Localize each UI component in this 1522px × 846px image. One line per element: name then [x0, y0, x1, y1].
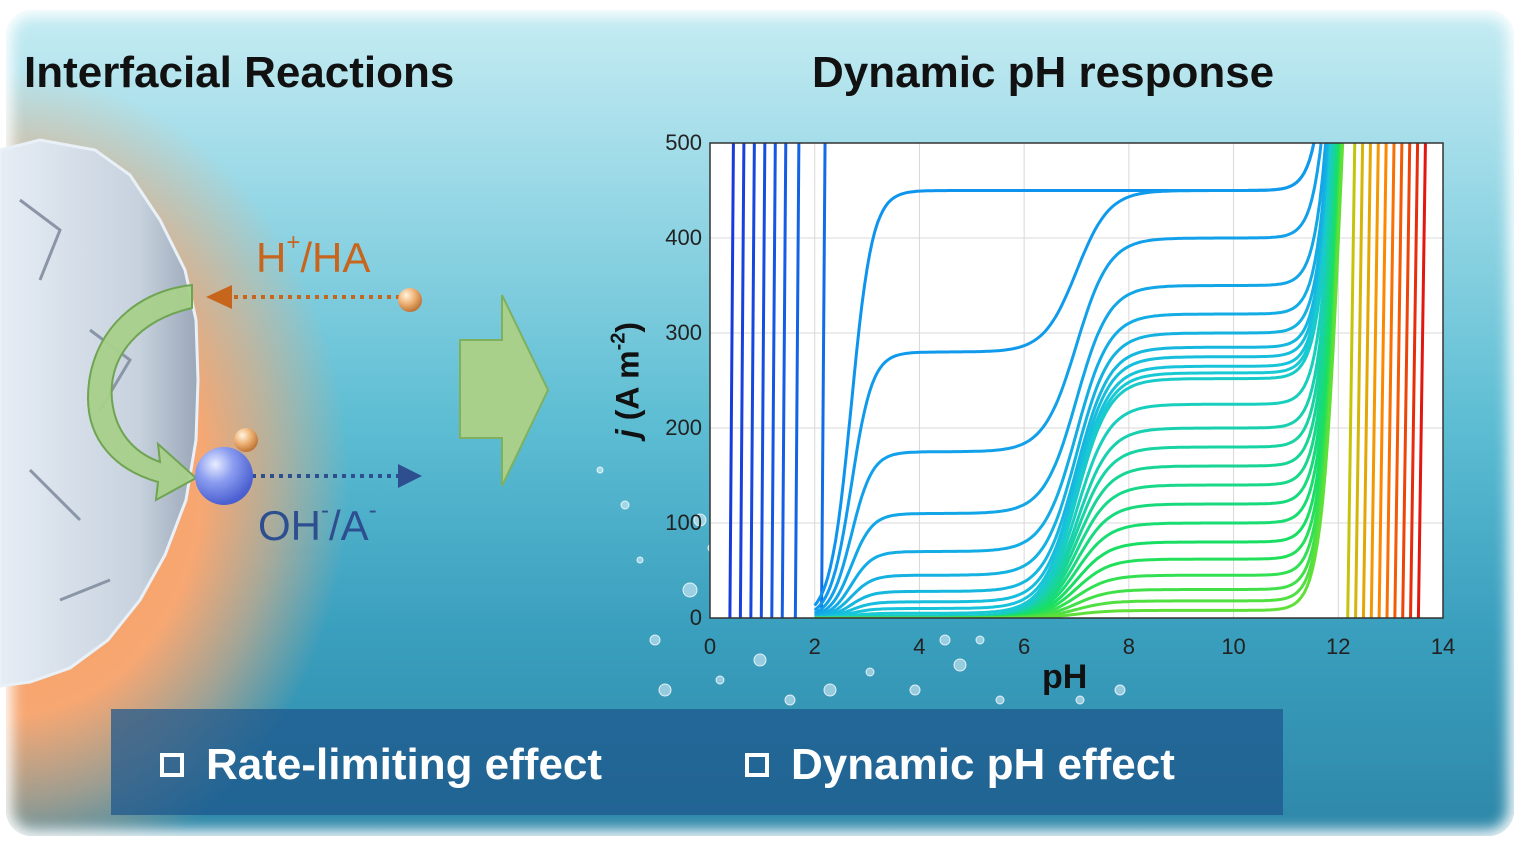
y-tick-label: 300 [665, 320, 702, 345]
plateau-series-line [813, 143, 1316, 612]
x-tick-label: 0 [703, 634, 717, 659]
plateau-series-line [814, 143, 1338, 618]
small-proton-sphere-icon [234, 428, 258, 452]
plateau-series-line [814, 143, 1331, 618]
checkbox-icon [160, 753, 184, 777]
x-axis-label: pH [1042, 658, 1088, 696]
left-title: Interfacial Reactions [24, 48, 455, 97]
x-tick-label: 4 [913, 634, 926, 659]
right-steep-series-line [1416, 143, 1427, 618]
plateau-series-line [814, 143, 1323, 615]
right-steep-series-line [1361, 143, 1372, 618]
right-steep-series-line [1354, 143, 1365, 618]
y-tick-label: 200 [665, 415, 702, 440]
plot-frame [709, 142, 1444, 619]
plateau-series-line [814, 143, 1333, 618]
y-tick-label: 500 [665, 130, 702, 155]
x-tick-label: 2 [808, 634, 821, 659]
plateau-series-line [814, 143, 1344, 618]
x-tick-label: 8 [1122, 634, 1135, 659]
x-tick-label: 10 [1221, 634, 1246, 659]
left-steep-series-line [820, 143, 827, 618]
plateau-series-line [814, 143, 1342, 618]
plateau-series-line [814, 143, 1340, 618]
series-group [728, 143, 1427, 618]
dynamic-ph-effect-item: Dynamic pH effect [745, 740, 1175, 790]
left-steep-series-line [759, 143, 767, 618]
left-steep-series-line [738, 143, 746, 618]
right-steep-series-line [1393, 143, 1404, 618]
left-steep-series-line [749, 143, 756, 618]
x-tick-label: 6 [1018, 634, 1031, 659]
left-steep-series-line [793, 143, 801, 618]
y-tick-label: 400 [665, 225, 702, 250]
left-steep-series-line [770, 143, 777, 618]
plateau-series-line [814, 143, 1332, 618]
plateau-series-line [814, 143, 1328, 617]
plateau-series-line [814, 143, 1344, 618]
curved-green-arrow-icon [86, 283, 198, 502]
hydroxide-label: OH-/A- [258, 497, 377, 550]
blue-sphere-icon [195, 447, 253, 505]
right-block-arrow-icon [459, 294, 550, 487]
plateau-series-line [814, 143, 1343, 618]
plateau-series-line [814, 143, 1332, 618]
y-tick-label: 0 [689, 605, 702, 630]
proton-sphere-icon [398, 288, 422, 312]
checkbox-icon [745, 753, 769, 777]
plateau-series-line [814, 143, 1330, 618]
right-title: Dynamic pH response [812, 48, 1275, 97]
right-steep-series-line [1409, 143, 1420, 618]
plateau-series-line [814, 143, 1341, 618]
plateau-series-line [814, 143, 1345, 618]
left-steep-series-line [728, 143, 735, 618]
right-steep-series-line [1346, 143, 1357, 618]
x-tick-label: 12 [1326, 634, 1351, 659]
rate-limiting-effect-item: Rate-limiting effect [160, 740, 602, 790]
left-steep-series-line [780, 143, 788, 618]
plateau-series-line [814, 143, 1342, 618]
plateau-series-line [814, 143, 1336, 618]
right-steep-series-line [1369, 143, 1380, 618]
right-steep-series-line [1385, 143, 1396, 618]
plateau-series-line [814, 143, 1337, 618]
x-tick-label: 14 [1430, 634, 1456, 659]
effects-banner [111, 709, 1283, 815]
plateau-series-line [814, 143, 1333, 618]
y-tick-label: 100 [665, 510, 702, 535]
y-axis-label: j (A m-2) [607, 321, 646, 439]
right-steep-series-line [1377, 143, 1388, 618]
right-steep-series-line [1401, 143, 1412, 618]
plateau-series-line [814, 143, 1339, 618]
proton-label: H+/HA [256, 229, 371, 282]
